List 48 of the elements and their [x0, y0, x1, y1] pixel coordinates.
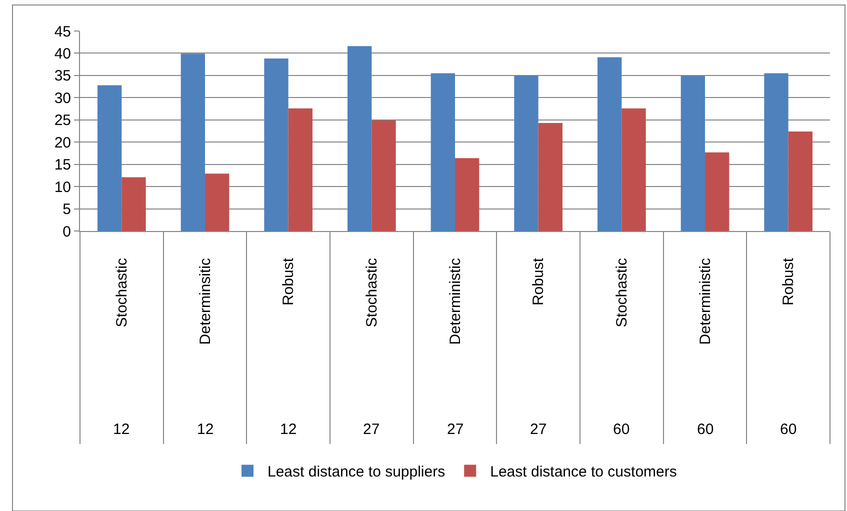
text: 60: [613, 421, 630, 438]
bar: [348, 46, 372, 231]
y-tick-label: 10: [54, 178, 71, 196]
bar: [205, 174, 230, 231]
x-tick-label: Deterministic: [696, 258, 714, 345]
bar: [598, 57, 622, 231]
text: 27: [530, 421, 547, 438]
bar: [680, 76, 705, 231]
bar: [430, 73, 455, 231]
bar: [788, 131, 812, 231]
text: 27: [447, 421, 464, 438]
x-tick-label: Determinsitic: [196, 258, 214, 345]
legend-label: Least distance to suppliers: [268, 464, 446, 481]
bar: [538, 123, 562, 231]
bar: [764, 73, 788, 231]
y-tick-label: 35: [54, 68, 71, 85]
y-tick-label: 15: [54, 156, 71, 174]
x-tick-label: Robust: [280, 257, 298, 306]
bar: [180, 54, 205, 231]
y-tick-label: 30: [54, 90, 71, 107]
bar: [622, 108, 646, 231]
y-tick-label: 45: [54, 23, 71, 40]
x-tick-label: Deterministic: [446, 258, 464, 345]
x-tick-label: Robust: [530, 257, 548, 306]
x-tick-label: Robust: [780, 257, 798, 306]
x-tick-label: Stochastic: [364, 258, 381, 328]
text: 12: [197, 421, 214, 438]
bar: [288, 108, 312, 231]
bar: [372, 120, 396, 231]
y-tick-label: 5: [62, 201, 71, 218]
x-tick-label: Stochastic: [114, 258, 131, 328]
y-tick-label: 0: [62, 223, 71, 240]
text: 60: [697, 421, 714, 438]
text: 12: [113, 421, 130, 438]
bar: [264, 58, 288, 231]
legend-label: Least distance to customers: [490, 464, 677, 481]
bar: [514, 75, 538, 231]
bar: [705, 152, 730, 231]
bar: [122, 177, 146, 231]
bar: [455, 158, 480, 231]
text: 60: [780, 421, 797, 438]
x-tick-label: Stochastic: [614, 258, 631, 328]
y-tick-label: 20: [54, 134, 71, 152]
text: 12: [280, 421, 297, 438]
text: 27: [363, 421, 380, 438]
y-tick-label: 40: [54, 45, 71, 62]
y-tick-label: 25: [54, 112, 71, 130]
bar: [98, 85, 122, 231]
